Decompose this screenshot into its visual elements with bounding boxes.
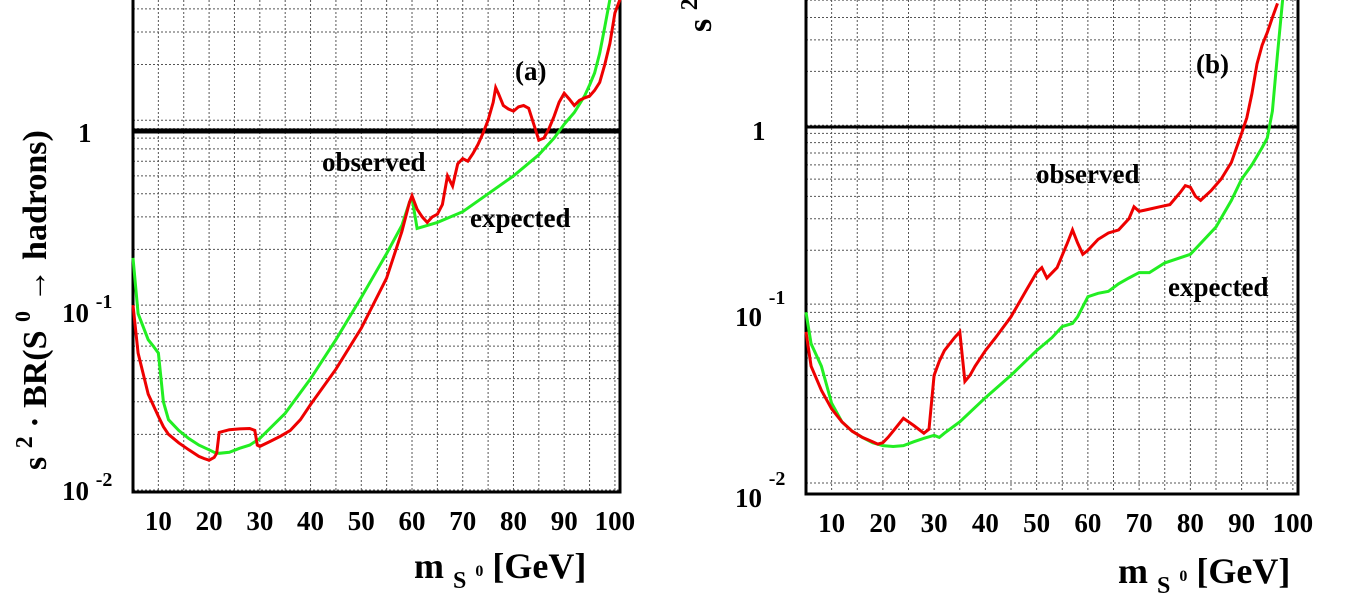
panel-a-y-title-end: hadrons)	[17, 130, 54, 260]
panel-a-x-tick-50: 50	[348, 506, 375, 536]
panel-a-y-tick-0.1: 10 -1	[62, 291, 112, 328]
panel-b-x-tick-60: 60	[1074, 508, 1101, 538]
panel-a-y-title-main: · BR(S	[17, 330, 54, 427]
panel-b-y-tick-0.1-exp: -1	[769, 287, 786, 309]
panel-a-x-title-unit: [GeV]	[492, 546, 586, 586]
panel-b-y-axis-title: s 2	[677, 0, 719, 32]
panel-a-y-title-sup0: 0	[10, 311, 35, 322]
panel-b-x-tick-40: 40	[972, 508, 999, 538]
panel-a: 10 20 30 40 50 60 70 80 90 100 1 10 -1 10 -2 s 2 …	[1, 0, 635, 593]
panel-b-x-tick-labels: 10 20 30 40 50 60 70 80 90 100	[818, 508, 1313, 538]
panel-b-x-tick-70: 70	[1126, 508, 1153, 538]
panel-a-y-axis-title: s 2 · BR(S 0 → hadrons)	[1, 130, 54, 470]
panel-a-y-tick-0.1-base: 10	[62, 298, 89, 328]
panel-a-x-tick-labels: 10 20 30 40 50 60 70 80 90 100	[145, 506, 635, 536]
panel-a-x-title-m: m	[414, 546, 444, 586]
panel-a-x-tick-10: 10	[145, 506, 172, 536]
panel-a-x-tick-30: 30	[246, 506, 273, 536]
panel-a-observed-label: observed	[322, 147, 426, 177]
panel-a-x-tick-80: 80	[500, 506, 527, 536]
panel-b-y-tick-0.1-base: 10	[735, 302, 762, 332]
panel-b-frame	[804, 0, 1300, 496]
panel-a-x-axis-title: m S 0 [GeV]	[414, 544, 586, 593]
panel-b-x-title-sub: S	[1157, 573, 1170, 593]
panel-a-y-title-arrow: →	[17, 268, 54, 302]
panel-a-x-tick-60: 60	[399, 506, 426, 536]
panel-b-observed-label: observed	[1036, 159, 1140, 189]
panel-a-x-title-sub: S	[453, 568, 466, 593]
panel-a-expected-line	[131, 0, 612, 455]
panel-b-tag: (b)	[1196, 49, 1229, 79]
panel-b: 10 20 30 40 50 60 70 80 90 100 1 10 -1 10 -2 s 2 …	[677, 0, 1313, 593]
panel-b-x-axis-title: m S 0 [GeV]	[1118, 549, 1290, 593]
panel-b-x-tick-100: 100	[1273, 508, 1314, 538]
panel-b-grid	[806, 0, 1298, 492]
panel-a-x-title-sub0: 0	[475, 563, 483, 580]
panel-a-grid	[133, 0, 620, 491]
panel-b-x-title-m: m	[1118, 551, 1148, 591]
panel-a-y-tick-0.1-exp: -1	[96, 291, 113, 313]
panel-a-x-tick-70: 70	[449, 506, 476, 536]
panel-a-y-title-sup: 2	[12, 436, 38, 448]
panel-b-x-tick-90: 90	[1228, 508, 1255, 538]
panel-a-y-tick-1: 1	[78, 118, 92, 148]
panel-a-x-tick-90: 90	[551, 506, 578, 536]
panel-b-x-title-unit: [GeV]	[1196, 551, 1290, 591]
panel-a-x-tick-40: 40	[297, 506, 324, 536]
panel-b-observed-line	[804, 2, 1279, 446]
panel-b-x-tick-50: 50	[1023, 508, 1050, 538]
panel-a-y-tick-0.01: 10 -2	[62, 469, 112, 506]
panel-b-y-tick-0.1: 10 -1	[735, 287, 785, 332]
panel-b-expected-label: expected	[1168, 272, 1268, 302]
panel-a-x-tick-20: 20	[196, 506, 223, 536]
panel-b-x-tick-10: 10	[818, 508, 845, 538]
panel-a-y-tick-0.01-exp: -2	[96, 469, 113, 491]
panel-a-frame	[131, 0, 622, 494]
panel-b-y-title-s: s	[682, 19, 719, 32]
panel-b-y-tick-0.01: 10 -2	[735, 468, 785, 513]
panel-b-x-title-sub0: 0	[1179, 568, 1187, 585]
panel-b-x-tick-30: 30	[921, 508, 948, 538]
panel-b-y-title-sup: 2	[677, 0, 703, 10]
panel-b-x-tick-80: 80	[1177, 508, 1204, 538]
panel-a-y-tick-0.01-base: 10	[62, 476, 89, 506]
panel-a-tag: (a)	[515, 56, 546, 86]
panel-b-x-tick-20: 20	[869, 508, 896, 538]
panel-b-y-tick-0.01-exp: -2	[769, 468, 786, 490]
panel-b-y-tick-0.01-base: 10	[735, 483, 762, 513]
panel-a-x-tick-100: 100	[595, 506, 636, 536]
panel-a-observed-line	[131, 0, 622, 462]
panel-a-expected-label: expected	[470, 203, 570, 233]
panel-b-y-tick-1: 1	[752, 116, 766, 146]
panel-a-y-title-s: s	[17, 457, 54, 470]
